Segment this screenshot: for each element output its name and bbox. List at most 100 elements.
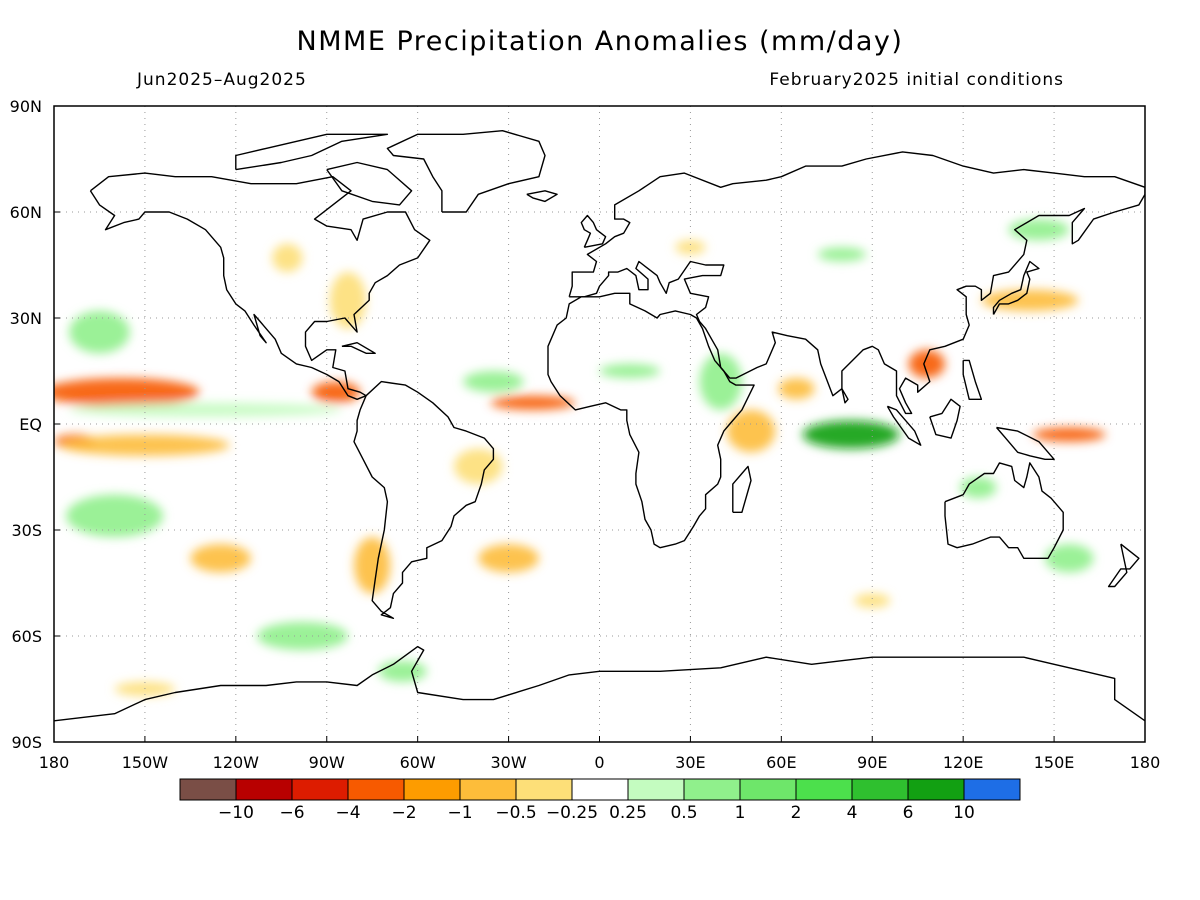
colorbar-swatch	[851, 778, 909, 801]
anomaly-region	[1032, 427, 1106, 442]
anomaly-region	[60, 434, 230, 456]
anomaly-region	[854, 593, 891, 608]
longitude-label: 60E	[766, 753, 796, 772]
anomaly-region	[1008, 219, 1070, 241]
forecast-period: Jun2025–Aug2025	[137, 70, 307, 90]
anomaly-region	[463, 371, 524, 393]
coastline-cuba	[341, 342, 376, 354]
precipitation-anomaly-shading	[54, 219, 1106, 697]
colorbar-swatch	[347, 778, 405, 801]
anomaly-region	[675, 240, 706, 255]
colorbar-label: −10	[218, 803, 254, 823]
latitude-labels: 90N 60N 30N EQ 30S 60S 90S	[10, 97, 60, 752]
colorbar-swatch	[571, 778, 629, 801]
coastlines	[54, 129, 1145, 722]
colorbar-swatch	[515, 778, 573, 801]
colorbar-swatch	[683, 778, 741, 801]
anomaly-region	[114, 681, 176, 697]
colorbar-swatch	[907, 778, 965, 801]
anomaly-region	[69, 310, 130, 354]
coastline-australia	[944, 462, 1064, 559]
latitude-label: EQ	[19, 415, 42, 434]
anomaly-region	[454, 448, 503, 485]
anomaly-region	[272, 243, 303, 273]
graticule	[54, 106, 1145, 742]
latitude-label: 60N	[10, 203, 42, 222]
coastline-antarctica	[54, 645, 1145, 722]
longitude-label: 0	[594, 753, 604, 772]
coastline-britain	[580, 214, 607, 248]
colorbar-labels: −10 −6 −4 −2 −1 −0.5 −0.25 0.25 0.5 1 2 4 6 10	[218, 803, 975, 823]
colorbar-label: −6	[279, 803, 304, 823]
anomaly-region	[1044, 544, 1094, 573]
coastline-sumatra	[886, 405, 922, 446]
latitude-label: 90S	[11, 733, 42, 752]
coastline-sri-lanka	[841, 388, 849, 404]
colorbar-swatch	[627, 778, 685, 801]
anomaly-region	[778, 378, 815, 400]
latitude-label: 30S	[11, 521, 42, 540]
longitude-label: 60W	[400, 753, 436, 772]
anomaly-region	[960, 477, 997, 499]
colorbar-label: 0.25	[609, 803, 647, 823]
colorbar-swatch	[291, 778, 349, 801]
colorbar-label: 4	[847, 803, 858, 823]
longitude-label: 180	[39, 753, 70, 772]
anomaly-region	[478, 544, 539, 573]
longitude-label: 180	[1130, 753, 1161, 772]
anomaly-region	[329, 272, 367, 329]
anomaly-region	[190, 544, 251, 573]
anomaly-region	[981, 289, 1079, 311]
anomaly-region	[378, 660, 427, 682]
colorbar-label: 6	[903, 803, 914, 823]
colorbar-swatch	[235, 778, 293, 801]
longitude-label: 90W	[309, 753, 345, 772]
coastline-eurasia-africa	[568, 151, 1145, 415]
colorbar	[179, 778, 1021, 801]
coastline-new-guinea	[995, 426, 1055, 460]
coastline-baffin	[326, 161, 413, 206]
colorbar-swatch	[459, 778, 517, 801]
coastline-north-america	[89, 172, 431, 400]
longitude-label: 120E	[943, 753, 984, 772]
anomaly-region	[699, 353, 742, 410]
anomaly-region	[599, 363, 661, 379]
coastline-south-america	[353, 380, 495, 619]
map-title: NMME Precipitation Anomalies (mm/day)	[296, 26, 904, 57]
anomaly-region	[726, 409, 776, 453]
longitude-label: 30E	[675, 753, 705, 772]
anomaly-region	[54, 378, 200, 407]
initial-conditions: February2025 initial conditions	[769, 70, 1064, 90]
longitude-label: 30W	[490, 753, 526, 772]
anomaly-region	[802, 420, 900, 449]
colorbar-label: −2	[391, 803, 416, 823]
colorbar-swatch	[795, 778, 853, 801]
colorbar-label: 0.5	[670, 803, 697, 823]
anomaly-region	[908, 349, 945, 379]
coastline-iceland	[526, 190, 558, 203]
longitude-label: 120W	[213, 753, 260, 772]
longitude-label: 150W	[122, 753, 169, 772]
latitude-label: 30N	[10, 309, 42, 328]
coastline-borneo	[929, 398, 961, 439]
colorbar-label: −4	[335, 803, 360, 823]
anomaly-region	[817, 247, 867, 262]
coastline-madagascar	[732, 465, 752, 513]
latitude-label: 90N	[10, 97, 42, 116]
coastline-japan	[992, 260, 1040, 315]
anomaly-region	[490, 395, 576, 410]
coastline-arctic-islands	[235, 133, 389, 171]
coastline-philippines	[962, 359, 983, 400]
coastline-greenland	[386, 129, 546, 213]
colorbar-label: −0.5	[495, 803, 536, 823]
anomaly-region	[257, 621, 348, 651]
colorbar-swatch	[963, 778, 1021, 801]
colorbar-label: 10	[953, 803, 975, 823]
colorbar-label: −0.25	[546, 803, 598, 823]
anomaly-region	[311, 381, 361, 403]
colorbar-swatch	[179, 778, 237, 801]
longitude-labels: 180 150W 120W 90W 60W 30W 0 30E 60E 90E 120E 150E 18…	[39, 736, 1161, 772]
coastline-africa	[547, 292, 755, 549]
colorbar-swatch	[739, 778, 797, 801]
